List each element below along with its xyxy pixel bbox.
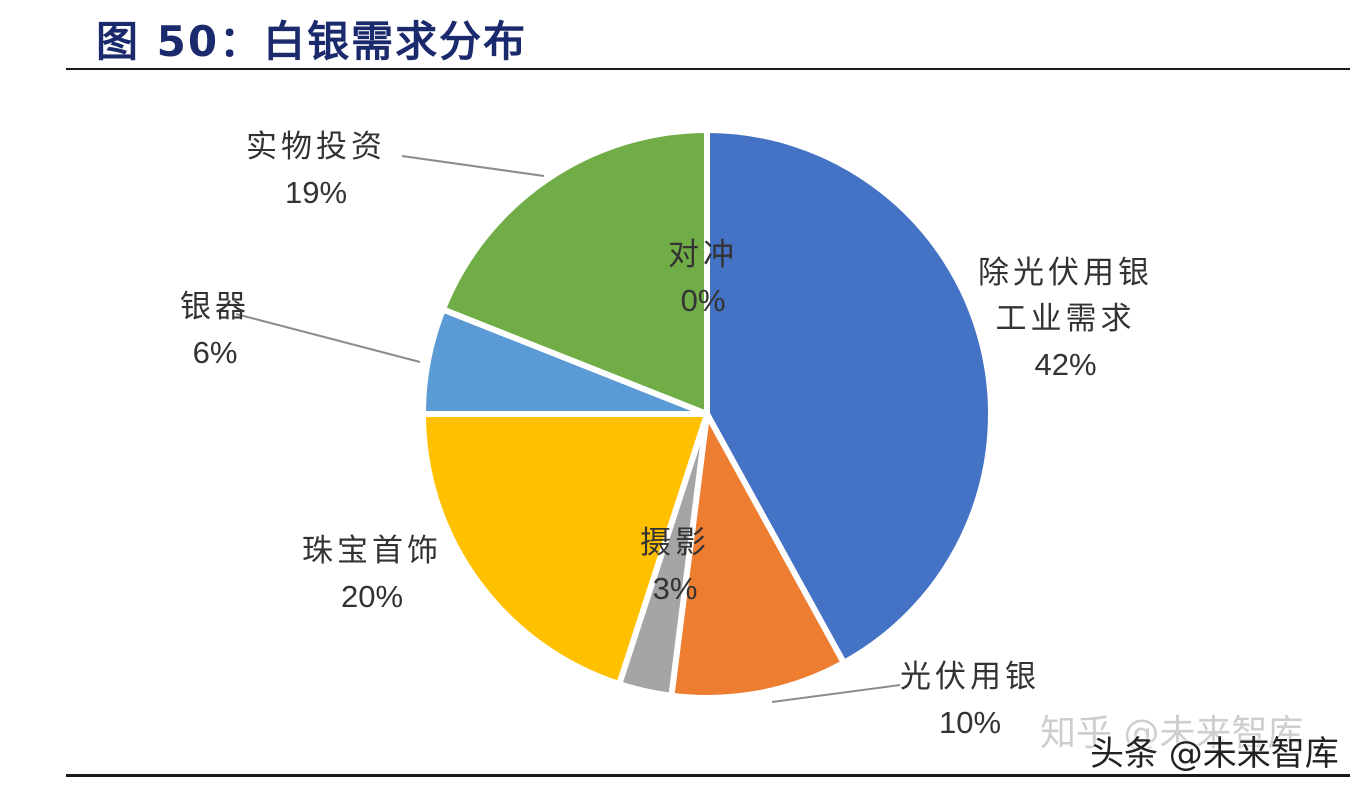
slice-name-jewelry: 珠宝首饰 <box>302 533 442 569</box>
leader-line-photovoltaic <box>771 684 901 703</box>
slice-name-industrial-line1: 除光伏用银 <box>978 255 1153 291</box>
slice-pct-photovoltaic: 10% <box>938 705 1002 740</box>
pie-slice-bar-coin <box>439 127 710 417</box>
leader-line-bar-coin <box>401 155 545 177</box>
top-rule <box>66 68 1350 70</box>
slice-label-photovoltaic: 光伏用银 10% <box>900 654 1040 746</box>
pie-slice-jewelry <box>420 411 710 688</box>
slice-label-industrial: 除光伏用银 工业需求 42% <box>978 250 1153 388</box>
figure-title: 图 50：白银需求分布 <box>96 17 528 66</box>
pie-slice-industrial <box>704 127 994 666</box>
leader-lines <box>235 155 901 703</box>
zhihu-watermark: 知乎 @未来智库 <box>1040 713 1304 754</box>
slice-pct-bar-coin: 19% <box>284 175 348 210</box>
leader-line-silverware <box>235 313 421 363</box>
slice-name-photovoltaic: 光伏用银 <box>900 659 1040 695</box>
slice-label-silverware: 银器 6% <box>180 284 250 376</box>
slice-label-hedging: 对冲 0% <box>668 232 738 324</box>
slice-name-silverware: 银器 <box>180 289 250 325</box>
pie-slices <box>420 127 994 701</box>
toutiao-watermark: 头条 @未来智库 <box>1090 734 1339 774</box>
slice-label-jewelry: 珠宝首饰 20% <box>302 528 442 620</box>
slice-name-photography: 摄影 <box>640 525 710 561</box>
slice-pct-jewelry: 20% <box>340 579 404 614</box>
slice-name-industrial-line2: 工业需求 <box>995 301 1136 337</box>
slice-label-photography: 摄影 3% <box>640 520 710 612</box>
pie-slice-photovoltaic <box>668 411 847 701</box>
bottom-rule <box>66 774 1350 777</box>
slice-pct-photography: 3% <box>652 571 698 606</box>
slice-pct-industrial: 42% <box>1034 347 1097 382</box>
slice-pct-silverware: 6% <box>192 335 238 370</box>
slice-name-bar-coin: 实物投资 <box>246 129 386 165</box>
slice-label-bar-coin: 实物投资 19% <box>246 124 386 216</box>
slice-name-hedging: 对冲 <box>668 237 738 273</box>
slice-pct-hedging: 0% <box>680 283 726 318</box>
